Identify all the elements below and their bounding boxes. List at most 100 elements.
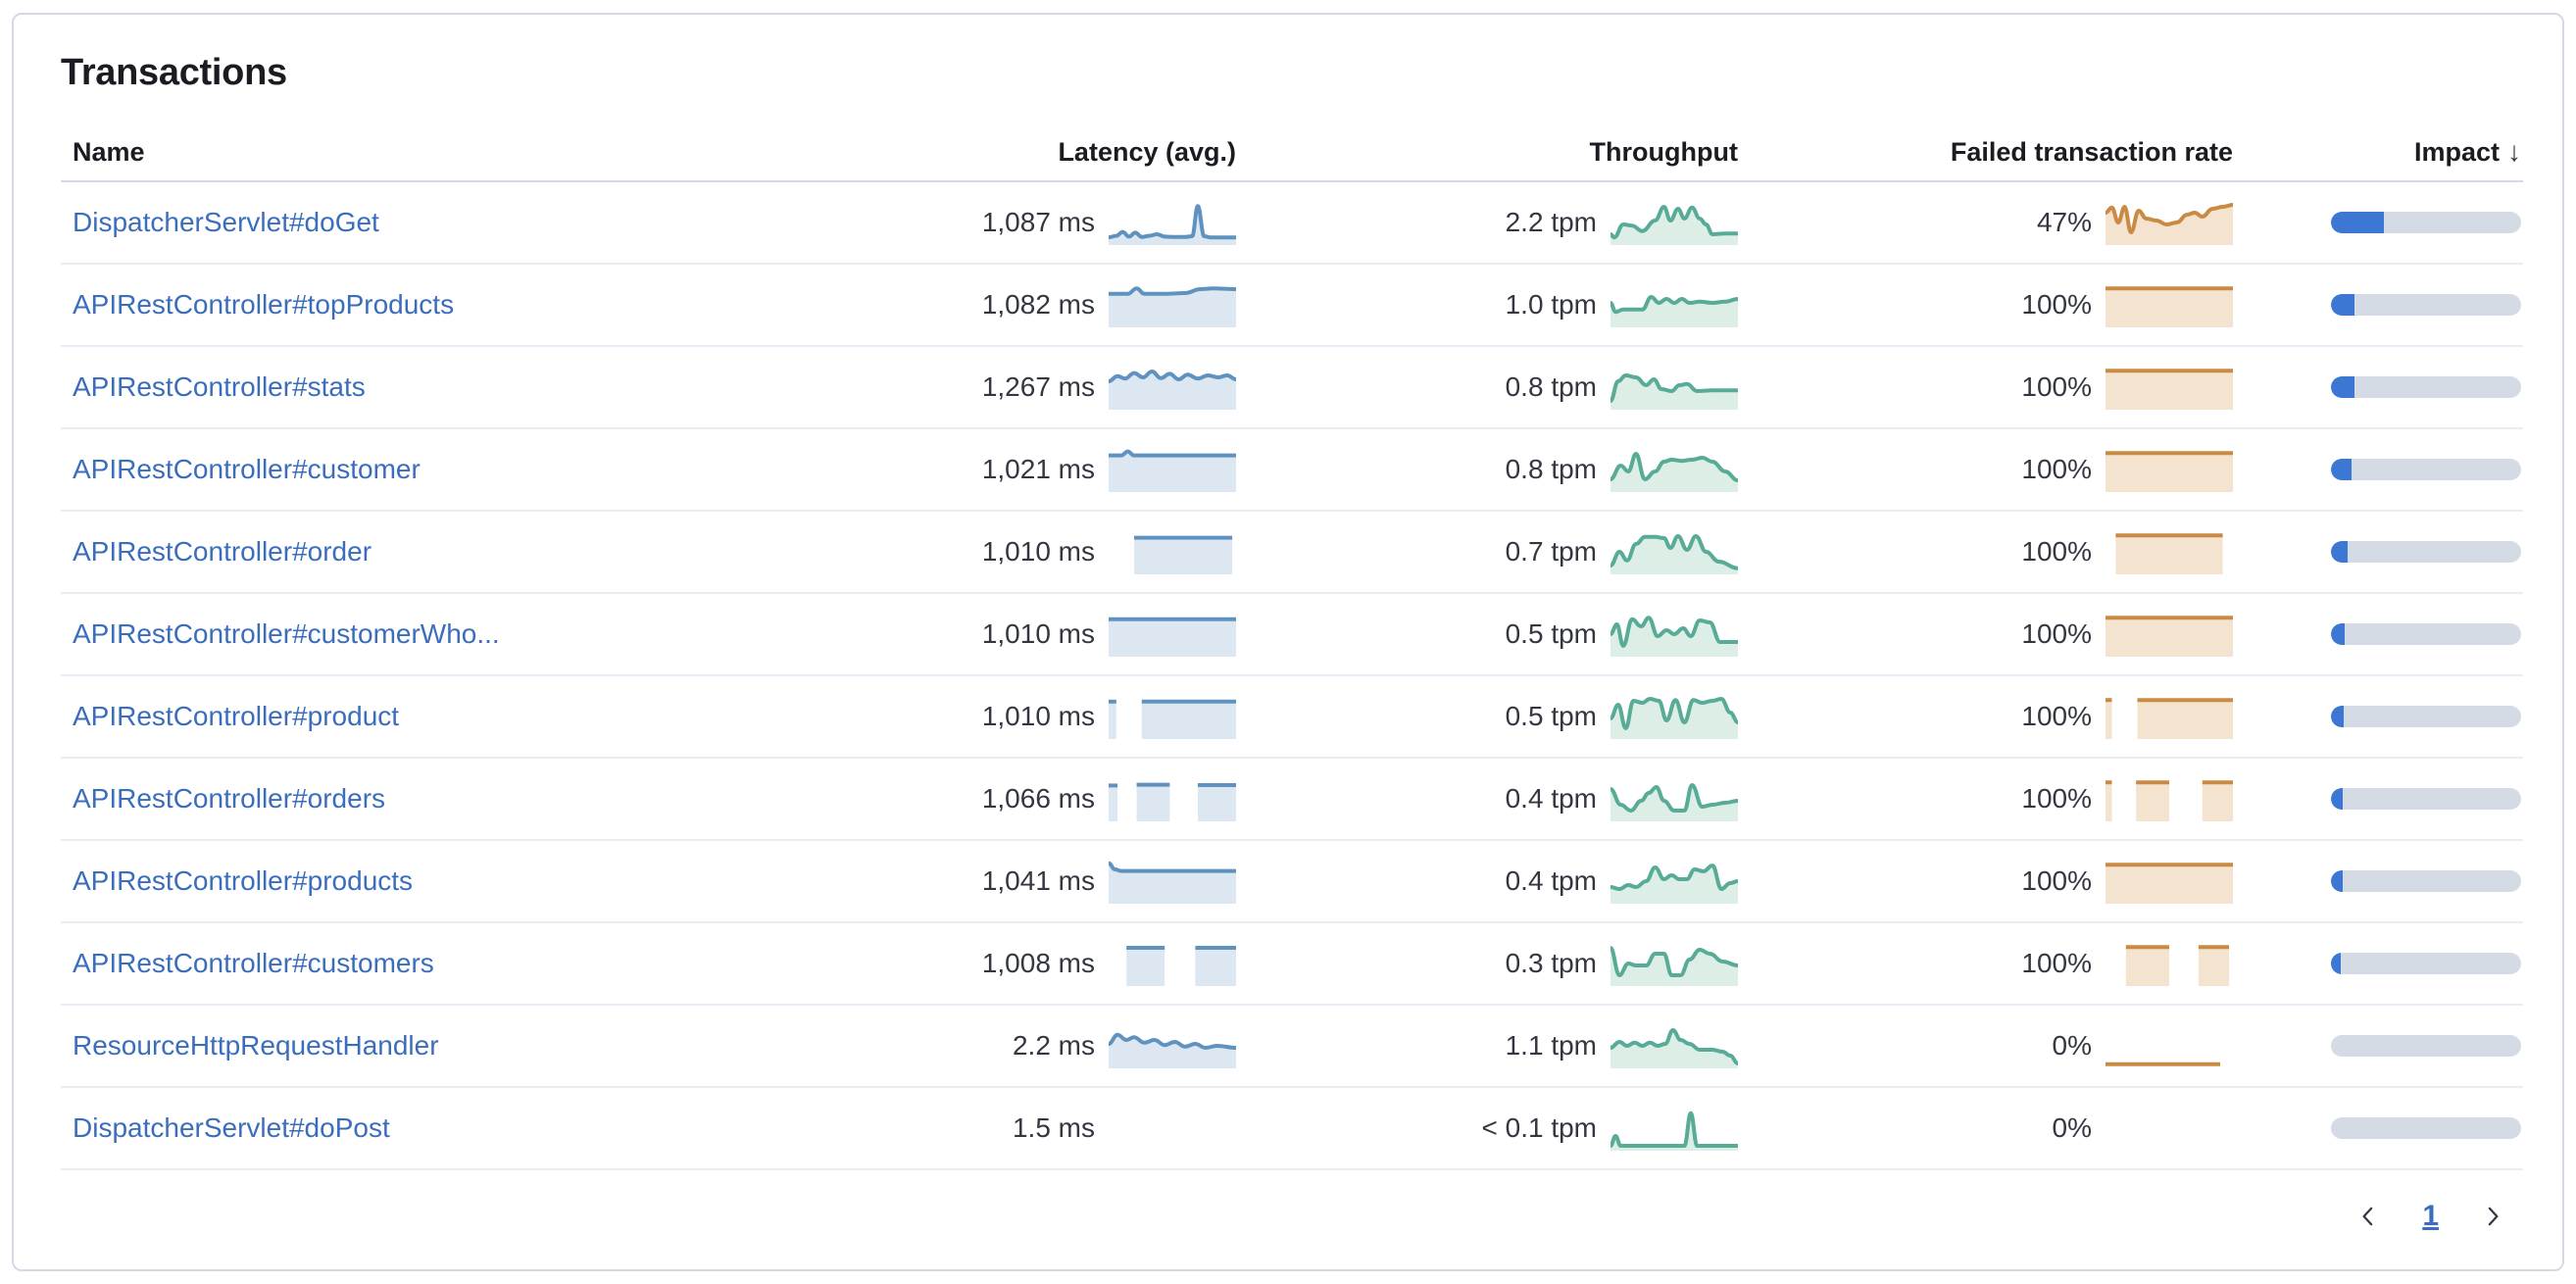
failed-rate-sparkline	[2105, 529, 2233, 574]
throughput-cell: 0.8 tpm	[1236, 447, 1738, 492]
transaction-link[interactable]: APIRestController#customers	[73, 948, 434, 978]
latency-value: 1,010 ms	[981, 618, 1095, 649]
name-cell: ResourceHttpRequestHandler	[61, 1030, 795, 1062]
failed-rate-value: 100%	[2021, 865, 2092, 896]
latency-sparkline	[1109, 612, 1236, 657]
name-cell: APIRestController#customerWho...	[61, 618, 795, 650]
throughput-value: 1.0 tpm	[1505, 289, 1597, 320]
table-row: APIRestController#topProducts 1,082 ms 1…	[61, 265, 2523, 347]
failed-rate-value: 100%	[2021, 948, 2092, 978]
transaction-link[interactable]: APIRestController#topProducts	[73, 289, 455, 320]
throughput-cell: 0.4 tpm	[1236, 859, 1738, 904]
throughput-sparkline	[1610, 941, 1738, 986]
latency-cell: 1,010 ms	[795, 694, 1236, 739]
latency-value: 1,021 ms	[981, 454, 1095, 484]
impact-bar	[2331, 1035, 2521, 1057]
column-header-impact-label: Impact	[2413, 136, 2500, 167]
failed-rate-cell: 100%	[1738, 776, 2233, 821]
column-header-throughput[interactable]: Throughput	[1589, 136, 1738, 167]
failed-rate-sparkline	[2105, 282, 2233, 327]
latency-value: 1,082 ms	[981, 289, 1095, 320]
transaction-link[interactable]: APIRestController#stats	[73, 371, 366, 402]
transaction-link[interactable]: APIRestController#customer	[73, 454, 421, 484]
throughput-cell: < 0.1 tpm	[1236, 1106, 1738, 1151]
name-cell: APIRestController#product	[61, 701, 795, 732]
page-1-button[interactable]: 1	[2418, 1200, 2443, 1233]
impact-cell	[2233, 459, 2523, 480]
throughput-sparkline	[1610, 529, 1738, 574]
latency-sparkline	[1109, 694, 1236, 739]
throughput-value: 0.5 tpm	[1505, 701, 1597, 731]
impact-bar	[2331, 459, 2521, 480]
column-header-failed-rate[interactable]: Failed transaction rate	[1950, 136, 2233, 167]
transaction-link[interactable]: DispatcherServlet#doGet	[73, 207, 379, 237]
latency-cell: 1,087 ms	[795, 200, 1236, 245]
chevron-left-icon	[2362, 1207, 2373, 1226]
latency-sparkline	[1109, 941, 1236, 986]
failed-rate-value: 100%	[2021, 454, 2092, 484]
chevron-right-icon	[2488, 1207, 2499, 1226]
impact-bar	[2331, 953, 2521, 974]
throughput-sparkline	[1610, 776, 1738, 821]
latency-value: 1,010 ms	[981, 536, 1095, 567]
throughput-sparkline	[1610, 365, 1738, 410]
throughput-cell: 1.1 tpm	[1236, 1023, 1738, 1068]
impact-bar	[2331, 706, 2521, 727]
throughput-value: 1.1 tpm	[1505, 1030, 1597, 1061]
throughput-cell: 0.5 tpm	[1236, 694, 1738, 739]
latency-cell: 1,010 ms	[795, 529, 1236, 574]
table-header-row: Name Latency (avg.) Throughput Failed tr…	[61, 123, 2523, 182]
name-cell: DispatcherServlet#doGet	[61, 207, 795, 238]
impact-bar-fill	[2331, 376, 2355, 398]
impact-cell	[2233, 706, 2523, 727]
latency-cell: 1,041 ms	[795, 859, 1236, 904]
impact-bar	[2331, 788, 2521, 810]
impact-bar-fill	[2331, 623, 2345, 645]
failed-rate-cell: 47%	[1738, 200, 2233, 245]
throughput-value: 0.5 tpm	[1505, 618, 1597, 649]
transaction-link[interactable]: ResourceHttpRequestHandler	[73, 1030, 439, 1061]
failed-rate-sparkline	[2105, 941, 2233, 986]
column-header-impact[interactable]: Impact ↓	[2233, 136, 2523, 168]
transaction-link[interactable]: DispatcherServlet#doPost	[73, 1112, 390, 1143]
throughput-cell: 0.3 tpm	[1236, 941, 1738, 986]
throughput-value: 0.4 tpm	[1505, 865, 1597, 896]
table-row: APIRestController#order 1,010 ms 0.7 tpm…	[61, 512, 2523, 594]
latency-sparkline	[1109, 282, 1236, 327]
failed-rate-cell: 100%	[1738, 859, 2233, 904]
latency-sparkline	[1109, 365, 1236, 410]
failed-rate-cell: 100%	[1738, 612, 2233, 657]
throughput-sparkline	[1610, 282, 1738, 327]
failed-rate-value: 100%	[2021, 536, 2092, 567]
latency-sparkline	[1109, 776, 1236, 821]
throughput-value: 0.3 tpm	[1505, 948, 1597, 978]
transaction-link[interactable]: APIRestController#order	[73, 536, 372, 567]
failed-rate-sparkline	[2105, 859, 2233, 904]
column-header-name[interactable]: Name	[73, 136, 145, 167]
column-header-latency[interactable]: Latency (avg.)	[1058, 136, 1236, 167]
throughput-cell: 0.7 tpm	[1236, 529, 1738, 574]
name-cell: APIRestController#order	[61, 536, 795, 568]
transaction-link[interactable]: APIRestController#product	[73, 701, 400, 731]
table-row: APIRestController#customer 1,021 ms 0.8 …	[61, 429, 2523, 512]
failed-rate-value: 0%	[2052, 1112, 2092, 1143]
next-page-button[interactable]	[2478, 1202, 2507, 1231]
transaction-link[interactable]: APIRestController#customerWho...	[73, 618, 500, 649]
latency-sparkline	[1109, 1106, 1236, 1151]
table-row: DispatcherServlet#doGet 1,087 ms 2.2 tpm…	[61, 182, 2523, 265]
pagination: 1	[61, 1200, 2523, 1233]
name-cell: APIRestController#stats	[61, 371, 795, 403]
impact-bar-fill	[2331, 294, 2355, 316]
previous-page-button[interactable]	[2353, 1202, 2383, 1231]
failed-rate-sparkline	[2105, 447, 2233, 492]
impact-cell	[2233, 623, 2523, 645]
transaction-link[interactable]: APIRestController#products	[73, 865, 414, 896]
throughput-cell: 0.5 tpm	[1236, 612, 1738, 657]
throughput-sparkline	[1610, 612, 1738, 657]
transaction-link[interactable]: APIRestController#orders	[73, 783, 386, 814]
latency-value: 1,041 ms	[981, 865, 1095, 896]
throughput-sparkline	[1610, 694, 1738, 739]
latency-cell: 1,267 ms	[795, 365, 1236, 410]
failed-rate-value: 100%	[2021, 289, 2092, 320]
